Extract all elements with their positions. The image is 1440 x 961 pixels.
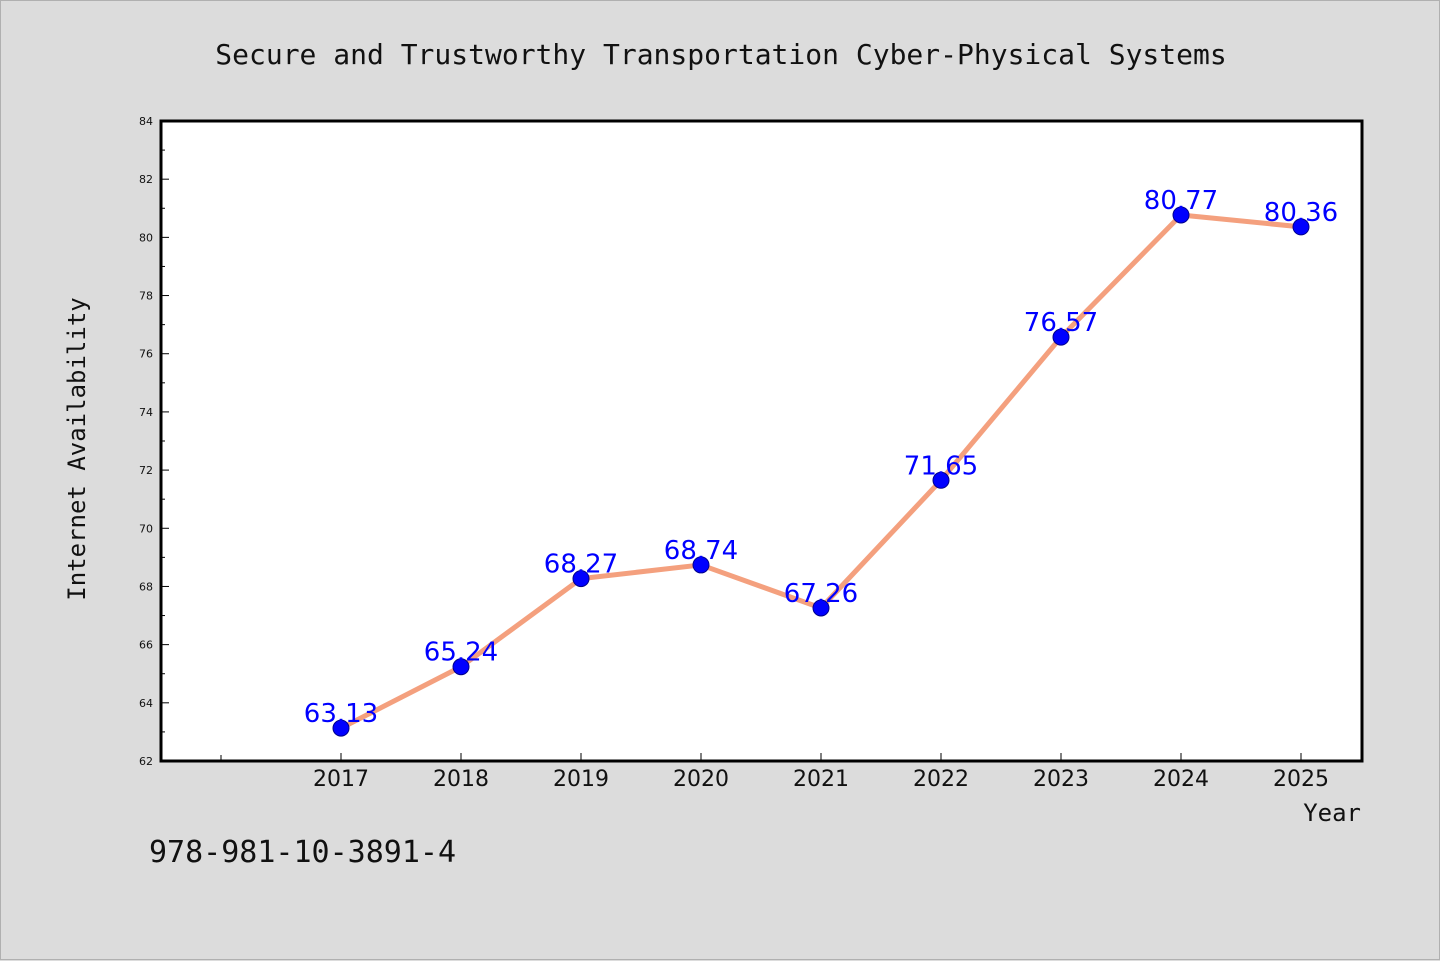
data-label: 67.26 <box>784 579 858 609</box>
y-tick-label: 76 <box>139 348 153 361</box>
footer-code: 978-981-10-3891-4 <box>149 835 457 870</box>
x-tick-label: 2019 <box>553 767 609 792</box>
data-label: 68.74 <box>664 536 738 566</box>
data-point-marker <box>332 719 350 737</box>
data-label: 65.24 <box>424 638 498 668</box>
data-point-marker <box>1292 218 1310 236</box>
data-point-marker <box>812 599 830 617</box>
y-tick-label: 74 <box>139 406 153 419</box>
data-point-marker <box>1172 206 1190 224</box>
data-point-marker <box>932 471 950 489</box>
data-point-marker <box>1052 328 1070 346</box>
x-tick-label: 2018 <box>433 767 489 792</box>
axis-ticks: 62 64 66 68 70 72 74 76 78 80 82 84 2017 2018 2019 2020… <box>139 115 1329 792</box>
y-tick-label: 70 <box>139 522 153 535</box>
y-tick-label: 72 <box>139 464 153 477</box>
y-tick-label: 66 <box>139 639 153 652</box>
data-label: 68.27 <box>544 550 618 580</box>
x-tick-label: 2021 <box>793 767 849 792</box>
chart-title: Secure and Trustworthy Transportation Cy… <box>215 38 1226 71</box>
x-tick-label: 2017 <box>313 767 369 792</box>
data-label: 71.65 <box>904 451 978 481</box>
data-point-marker <box>692 556 710 574</box>
data-label: 63.13 <box>304 699 378 729</box>
data-point-marker <box>452 658 470 676</box>
y-axis-label: Internet Availability <box>63 297 91 600</box>
data-point-marker <box>572 570 590 588</box>
data-label: 80.36 <box>1264 198 1338 228</box>
data-label: 76.57 <box>1024 308 1098 338</box>
data-label: 80.77 <box>1144 186 1218 216</box>
y-tick-label: 84 <box>139 115 153 128</box>
x-tick-label: 2025 <box>1273 767 1329 792</box>
x-tick-label: 2023 <box>1033 767 1089 792</box>
plot-area <box>159 119 1364 763</box>
y-tick-label: 82 <box>139 173 153 186</box>
y-tick-label: 62 <box>139 755 153 768</box>
y-tick-label: 68 <box>139 580 153 593</box>
x-tick-label: 2020 <box>673 767 729 792</box>
y-tick-label: 78 <box>139 290 153 303</box>
x-tick-label: 2024 <box>1153 767 1209 792</box>
y-tick-label: 64 <box>139 697 153 710</box>
x-axis-label: Year <box>1303 799 1361 827</box>
data-series: 63.13 65.24 68.27 68.74 67.26 71.65 76.57 80.77… <box>304 186 1338 737</box>
x-tick-label: 2022 <box>913 767 969 792</box>
y-tick-label: 80 <box>139 231 153 244</box>
